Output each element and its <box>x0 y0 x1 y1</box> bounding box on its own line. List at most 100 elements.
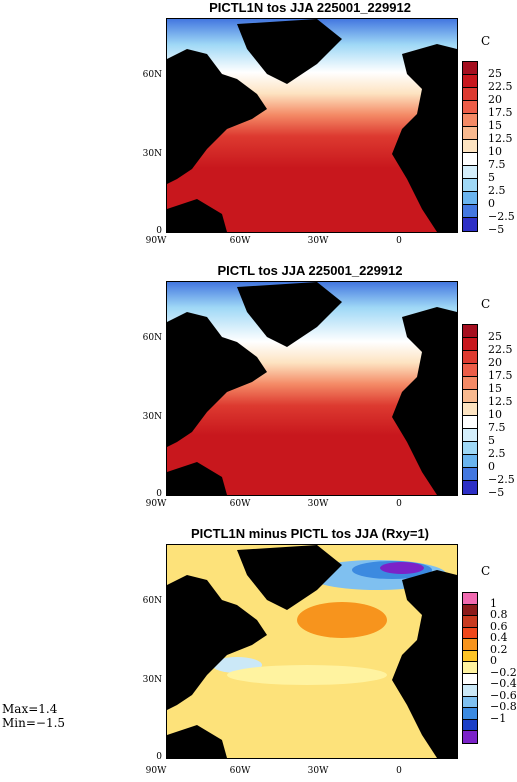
lon-tick: 60W <box>229 236 251 246</box>
lon-tick: 30W <box>307 766 329 776</box>
legend-swatch <box>463 205 477 218</box>
legend-swatch <box>463 481 477 494</box>
legend-label: 15 <box>488 382 502 395</box>
lon-tick: 60W <box>229 766 251 776</box>
legend-label: 5 <box>488 171 495 184</box>
max-value: Max=1.4 <box>2 702 58 716</box>
lon-tick: 0 <box>396 499 402 509</box>
min-value: Min=−1.5 <box>2 716 66 730</box>
legend-swatch <box>463 377 477 390</box>
legend-swatch <box>463 218 477 231</box>
unit-label: C <box>481 297 491 311</box>
legend-label: 10 <box>488 145 502 158</box>
legend-label: 0.8 <box>490 608 508 621</box>
panel-title: PICTL1N tos JJA 225001_229912 <box>209 0 411 15</box>
lat-tick: 60N <box>142 596 162 606</box>
legend-swatch <box>463 140 477 153</box>
legend-label: −0.8 <box>490 700 517 713</box>
greenland-land <box>237 282 342 347</box>
legend-swatch <box>463 403 477 416</box>
north-america-land <box>167 49 267 184</box>
south-america-land <box>167 199 227 232</box>
lon-tick: 0 <box>396 236 402 246</box>
panel-title: PICTL1N minus PICTL tos JJA (Rxy=1) <box>190 526 430 541</box>
south-america-land <box>167 462 227 495</box>
legend-swatch <box>463 455 477 468</box>
legend-swatch <box>463 639 477 651</box>
map-plot <box>167 545 457 758</box>
legend-swatch <box>463 390 477 403</box>
south-america-land <box>167 725 227 758</box>
greenland-land <box>237 545 342 610</box>
legend-label: 22.5 <box>488 343 513 356</box>
stats-readout: Max=1.4 Min=−1.5 <box>2 702 65 730</box>
legend-swatch <box>463 88 477 101</box>
legend-swatch <box>463 114 477 127</box>
north-america-land <box>167 575 267 710</box>
legend-label: −5 <box>488 486 505 499</box>
legend-label: 25 <box>488 67 502 80</box>
legend-swatch <box>463 627 477 639</box>
legend-swatch <box>463 192 477 205</box>
legend-label: 15 <box>488 119 502 132</box>
legend-label: 1 <box>490 596 497 610</box>
legend-label: 20 <box>488 93 502 106</box>
lon-tick: 90W <box>145 499 167 509</box>
legend-label: −0.6 <box>490 688 517 702</box>
europe-africa-land <box>392 307 457 495</box>
legend-label: 0 <box>488 460 495 473</box>
color-legend <box>462 592 478 744</box>
color-legend <box>462 61 478 232</box>
legend-label: 0.6 <box>490 619 508 633</box>
legend-label: 0.4 <box>490 631 508 644</box>
europe-africa-land <box>392 570 457 758</box>
sst-map <box>166 18 458 233</box>
sst-map <box>166 281 458 496</box>
north-america-land <box>167 312 267 447</box>
warm-anomaly <box>297 602 387 638</box>
legend-swatch <box>463 673 477 685</box>
legend-label: 5 <box>488 434 495 447</box>
color-legend <box>462 324 478 495</box>
legend-swatch <box>463 662 477 674</box>
legend-swatch <box>463 338 477 351</box>
lat-tick: 60N <box>142 70 162 80</box>
legend-label: 0.2 <box>490 642 508 656</box>
lon-tick: 90W <box>145 766 167 776</box>
legend-label: 12.5 <box>488 395 513 408</box>
legend-label: 7.5 <box>488 421 506 434</box>
neutral-band <box>227 665 387 685</box>
greenland-land <box>237 19 342 84</box>
legend-swatch <box>463 442 477 455</box>
legend-swatch <box>463 685 477 697</box>
legend-label: 25 <box>488 330 502 343</box>
lon-tick: 30W <box>307 236 329 246</box>
legend-label: −2.5 <box>488 473 515 486</box>
legend-swatch <box>463 468 477 481</box>
lat-tick: 0 <box>156 226 162 236</box>
lat-tick: 0 <box>156 489 162 499</box>
legend-swatch <box>463 127 477 140</box>
legend-label: −1 <box>490 711 507 725</box>
legend-swatch <box>463 708 477 720</box>
cold-anomaly <box>380 562 424 574</box>
legend-swatch <box>463 75 477 88</box>
legend-label: 7.5 <box>488 158 506 171</box>
legend-label: −0.2 <box>490 665 517 679</box>
legend-swatch <box>463 650 477 662</box>
lat-tick: 60N <box>142 333 162 343</box>
legend-label: 2.5 <box>488 184 506 197</box>
legend-swatch <box>463 416 477 429</box>
legend-swatch <box>463 325 477 338</box>
legend-swatch <box>463 731 477 743</box>
europe-africa-land <box>392 44 457 232</box>
legend-swatch <box>463 429 477 442</box>
lat-tick: 30N <box>142 149 162 159</box>
legend-swatch <box>463 153 477 166</box>
legend-label: 0 <box>488 197 495 210</box>
unit-label: C <box>481 34 491 48</box>
legend-label: −0.4 <box>490 677 517 690</box>
legend-swatch <box>463 616 477 628</box>
legend-label: 12.5 <box>488 132 513 145</box>
legend-swatch <box>463 719 477 731</box>
